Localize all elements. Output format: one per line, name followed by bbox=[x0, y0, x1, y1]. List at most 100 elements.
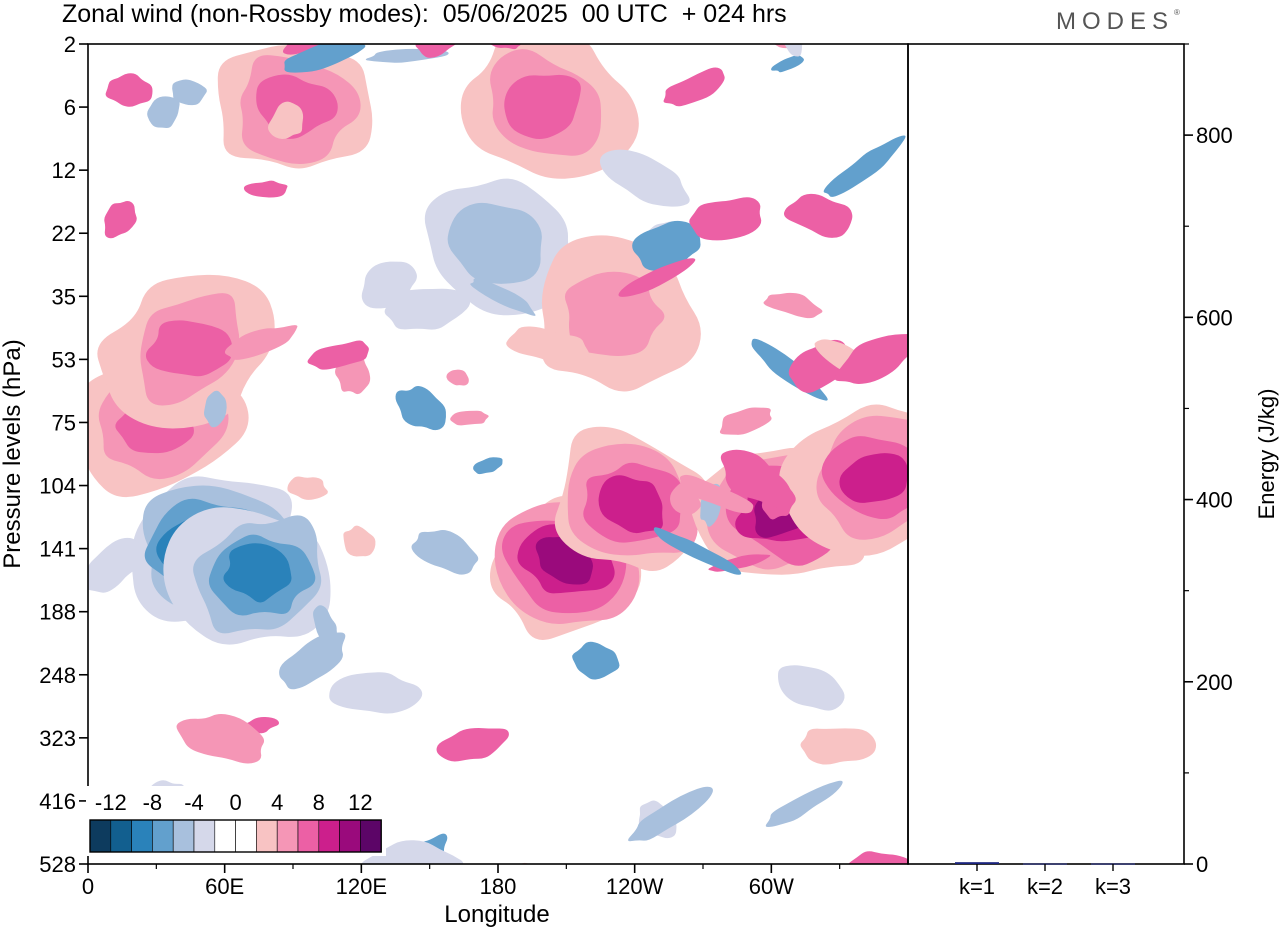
contour-patch bbox=[176, 714, 265, 764]
colorbar-swatch bbox=[152, 819, 174, 853]
colorbar-swatch bbox=[110, 819, 132, 853]
y-tick-label: 53 bbox=[52, 347, 76, 372]
contour-patch bbox=[632, 220, 701, 271]
energy-bars: k=1 k=2 k=3 bbox=[955, 862, 1135, 899]
contour-patch bbox=[473, 457, 503, 475]
colorbar-swatch bbox=[235, 819, 257, 853]
y-tick-label: 528 bbox=[39, 852, 76, 877]
energy-axis: 0 200 400 600 800 bbox=[1184, 43, 1233, 877]
energy-axis-label: Energy (J/kg) bbox=[1254, 389, 1279, 520]
chart-title: Zonal wind (non-Rossby modes): 05/06/202… bbox=[62, 0, 787, 28]
contour-patch bbox=[719, 407, 772, 435]
energy-tick-label: 200 bbox=[1196, 670, 1233, 695]
contour-patch bbox=[88, 537, 143, 593]
contour-patch bbox=[679, 474, 754, 514]
contour-patch bbox=[778, 665, 845, 711]
contour-patch bbox=[599, 149, 690, 207]
energy-tick-label: 0 bbox=[1196, 852, 1208, 877]
contour-patch bbox=[147, 96, 180, 129]
x-tick-label: 120W bbox=[606, 874, 664, 899]
contour-patch bbox=[384, 288, 471, 330]
energy-panel-frame bbox=[907, 43, 1185, 865]
y-tick-label: 248 bbox=[39, 663, 76, 688]
contour-patch bbox=[689, 197, 762, 241]
y-tick-label: 141 bbox=[39, 537, 76, 562]
x-axis-label: Longitude bbox=[444, 901, 549, 928]
contour-patch bbox=[800, 728, 877, 765]
contour-patch bbox=[653, 527, 742, 575]
colorbar-swatch bbox=[360, 819, 382, 853]
colorbar-swatch bbox=[339, 819, 361, 853]
logo-text: MODES bbox=[1056, 8, 1175, 35]
contour-patch bbox=[104, 200, 137, 239]
contour-patch bbox=[848, 851, 908, 864]
contour-patch bbox=[450, 410, 489, 426]
contour-patch bbox=[287, 476, 328, 500]
colorbar-swatch bbox=[297, 819, 320, 853]
contour-patch bbox=[663, 67, 725, 107]
colorbar-label: -12 bbox=[95, 790, 127, 815]
y-tick-label: 2 bbox=[64, 32, 76, 57]
y-tick-label: 6 bbox=[64, 95, 76, 120]
contour-patch bbox=[105, 73, 153, 107]
longitude-axis: 0 60E 120E 180 120W 60W bbox=[82, 864, 841, 899]
contour-patch bbox=[223, 543, 292, 603]
colorbar-label: -8 bbox=[143, 790, 163, 815]
contour-patch bbox=[411, 530, 479, 575]
colorbar-swatch bbox=[193, 819, 216, 853]
y-axis-label: Pressure levels (hPa) bbox=[0, 339, 26, 568]
colorbar-label: 12 bbox=[348, 790, 372, 815]
contour-patch bbox=[343, 525, 376, 557]
contour-patch bbox=[598, 475, 663, 534]
contour-patch bbox=[489, 44, 521, 50]
contour-patch bbox=[145, 320, 233, 377]
contour-patch bbox=[436, 727, 509, 762]
colorbar-swatch bbox=[318, 819, 340, 853]
contour-patch bbox=[284, 44, 366, 73]
contour-patch bbox=[329, 672, 423, 714]
y-tick-label: 323 bbox=[39, 726, 76, 751]
y-tick-label: 75 bbox=[52, 410, 76, 435]
contour-patch bbox=[279, 632, 346, 690]
y-tick-label: 35 bbox=[52, 284, 76, 309]
contour-patch bbox=[243, 180, 288, 198]
contour-patch bbox=[773, 44, 799, 49]
y-tick-label: 104 bbox=[39, 474, 76, 499]
energy-tick-label: 800 bbox=[1196, 123, 1233, 148]
colorbar-swatch bbox=[214, 819, 236, 853]
contour-patch bbox=[720, 449, 792, 509]
contour-patch bbox=[763, 292, 823, 319]
contour-patch bbox=[823, 135, 906, 197]
contour-patch bbox=[506, 326, 589, 364]
contour-patch bbox=[765, 780, 843, 827]
x-tick-label: 60E bbox=[205, 874, 244, 899]
colorbar-swatch bbox=[172, 819, 195, 853]
contour-patch bbox=[307, 340, 369, 370]
energy-tick-label: 400 bbox=[1196, 488, 1233, 513]
contour-patch bbox=[267, 101, 304, 139]
contour-patch bbox=[203, 390, 227, 428]
colorbar-label: 8 bbox=[313, 790, 325, 815]
contour-patch bbox=[834, 334, 908, 384]
colorbar-label: -4 bbox=[184, 790, 204, 815]
contour-patch bbox=[415, 44, 457, 58]
contour-patch bbox=[783, 193, 853, 238]
contour-patch bbox=[628, 786, 713, 842]
registered-mark: ® bbox=[1174, 8, 1180, 17]
modes-logo: MODES® bbox=[1056, 8, 1180, 36]
contour-patch bbox=[670, 481, 701, 516]
colorbar-swatch bbox=[131, 819, 153, 853]
y-tick-label: 416 bbox=[39, 789, 76, 814]
contour-patch bbox=[572, 641, 620, 680]
contour-patch bbox=[395, 385, 447, 431]
x-tick-label: 120E bbox=[336, 874, 387, 899]
bar-category-label: k=3 bbox=[1095, 874, 1131, 899]
x-tick-label: 0 bbox=[82, 874, 94, 899]
contour-patch bbox=[771, 54, 804, 73]
colorbar-swatch bbox=[256, 819, 278, 853]
bar-category-label: k=1 bbox=[959, 874, 995, 899]
colorbar-label: 0 bbox=[229, 790, 241, 815]
x-tick-label: 180 bbox=[480, 874, 517, 899]
contour-patch bbox=[470, 278, 536, 316]
